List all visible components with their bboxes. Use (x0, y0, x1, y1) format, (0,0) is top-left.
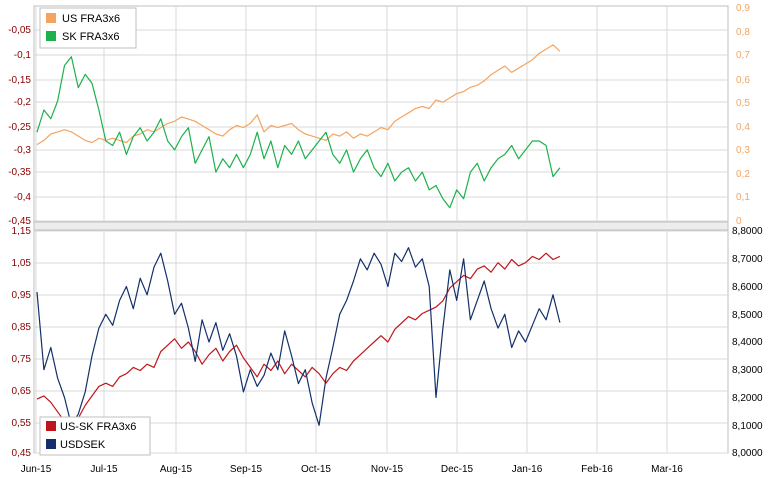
top-left-tick-label: -0,1 (14, 50, 32, 61)
bottom-left-tick-label: 0,45 (12, 448, 32, 459)
legend-label-spread: US-SK FRA3x6 (60, 421, 136, 433)
top-left-tick-label: -0,15 (8, 75, 31, 86)
top-left-tick-label: -0,35 (8, 167, 31, 178)
axis-layer: -0,05 -0,1 -0,15 -0,2 -0,25 -0,3 -0,35 -0,4 -0,4… (8, 3, 763, 475)
bottom-right-tick-label: 8,6000 (732, 282, 763, 293)
x-tick-label: Dec-15 (441, 464, 474, 475)
legend-label-sk-fra: SK FRA3x6 (62, 31, 119, 43)
bottom-legend-box (39, 416, 151, 456)
bottom-right-tick-label: 8,1000 (732, 421, 763, 432)
series-line-us-sk-fra3x6 (36, 252, 561, 432)
x-tick-label: Nov-15 (371, 464, 404, 475)
bottom-left-tick-label: 0,95 (12, 290, 32, 301)
bottom-right-tick-label: 8,8000 (732, 226, 763, 237)
top-left-tick-label: -0,25 (8, 122, 31, 133)
top-right-tick-label: 0,4 (736, 122, 750, 133)
x-tick-label: Jan-16 (512, 464, 543, 475)
x-tick-label: Sep-15 (230, 464, 263, 475)
top-right-tick-label: 0,8 (736, 27, 750, 38)
bottom-right-tick-label: 8,7000 (732, 254, 763, 265)
legend-swatch-spread (46, 421, 56, 431)
bottom-right-tick-label: 8,4000 (732, 337, 763, 348)
top-right-tick-label: 0 (736, 216, 742, 227)
top-left-tick-label: -0,45 (8, 216, 31, 227)
bottom-right-tick-label: 8,0000 (732, 448, 763, 459)
top-right-tick-label: 0,2 (736, 169, 750, 180)
x-tick-label: Aug-15 (160, 464, 193, 475)
bottom-legend: US-SK FRA3x6 USDSEK (39, 416, 151, 456)
series-line-usdsek (36, 247, 561, 426)
top-grid (34, 6, 728, 222)
bottom-left-tick-label: 0,75 (12, 354, 32, 365)
top-right-tick-label: 0,9 (736, 3, 750, 14)
top-right-tick-label: 0,3 (736, 145, 750, 156)
bottom-right-tick-label: 8,2000 (732, 393, 763, 404)
bottom-right-tick-label: 8,3000 (732, 365, 763, 376)
series-layer (36, 44, 561, 432)
legend-swatch-us-fra (46, 13, 56, 23)
legend-label-usdsek: USDSEK (60, 439, 106, 451)
bottom-left-tick-label: 0,55 (12, 418, 32, 429)
x-tick-label: Jun-15 (21, 464, 52, 475)
series-line-us-fra3x6 (36, 44, 561, 146)
x-tick-label: Feb-16 (581, 464, 613, 475)
top-left-tick-label: -0,3 (14, 145, 32, 156)
series-line-sk-fra3x6 (36, 56, 561, 209)
bottom-left-tick-label: 1,15 (12, 226, 32, 237)
top-left-tick-label: -0,4 (14, 192, 32, 203)
bottom-left-tick-label: 0,85 (12, 322, 32, 333)
panel-separator (33, 221, 729, 231)
bottom-left-tick-label: 0,65 (12, 386, 32, 397)
legend-swatch-usdsek (46, 439, 56, 449)
bottom-right-tick-label: 8,5000 (732, 310, 763, 321)
top-left-tick-label: -0,2 (14, 97, 32, 108)
bottom-left-tick-label: 1,05 (12, 258, 32, 269)
x-tick-label: Mar-16 (651, 464, 683, 475)
x-tick-label: Oct-15 (301, 464, 331, 475)
top-legend: US FRA3x6 SK FRA3x6 (39, 7, 137, 49)
top-right-tick-label: 0,6 (736, 75, 750, 86)
x-tick-label: Jul-15 (90, 464, 118, 475)
top-right-tick-label: 0,7 (736, 50, 750, 61)
top-right-tick-label: 0,5 (736, 98, 750, 109)
legend-swatch-sk-fra (46, 31, 56, 41)
legend-label-us-fra: US FRA3x6 (62, 13, 120, 25)
top-left-tick-label: -0,05 (8, 25, 31, 36)
top-right-tick-label: 0,1 (736, 192, 750, 203)
